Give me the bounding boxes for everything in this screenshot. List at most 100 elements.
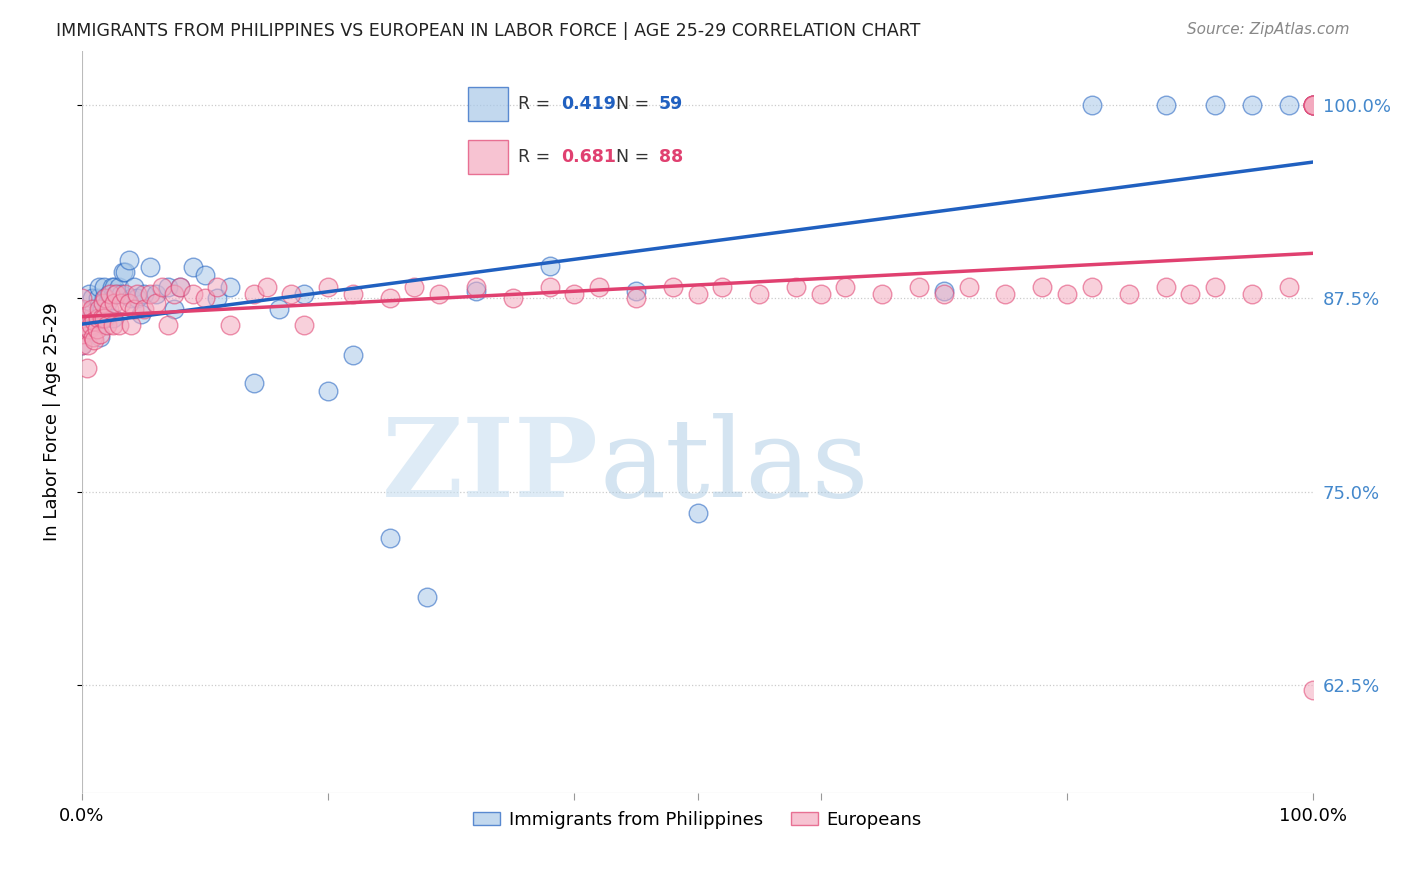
Point — [169, 280, 191, 294]
Point — [114, 286, 136, 301]
Point — [94, 311, 117, 326]
Point — [145, 296, 167, 310]
Point — [91, 296, 114, 310]
Point — [686, 506, 709, 520]
Point — [316, 280, 339, 294]
Point — [748, 286, 770, 301]
Point — [127, 291, 149, 305]
Point — [785, 280, 807, 294]
Point — [122, 301, 145, 316]
Point — [194, 291, 217, 305]
Point — [118, 296, 141, 310]
Point — [1204, 98, 1226, 112]
Point — [538, 259, 561, 273]
Point — [465, 284, 488, 298]
Text: ZIP: ZIP — [382, 413, 599, 520]
Point — [624, 291, 647, 305]
Point — [77, 322, 100, 336]
Point — [98, 301, 121, 316]
Point — [111, 265, 134, 279]
Point — [105, 286, 128, 301]
Point — [138, 260, 160, 275]
Point — [872, 286, 894, 301]
Point — [1302, 98, 1324, 112]
Point — [76, 360, 98, 375]
Point — [834, 280, 856, 294]
Point — [957, 280, 980, 294]
Point — [1302, 98, 1324, 112]
Point — [94, 291, 117, 305]
Point — [79, 318, 101, 332]
Point — [1278, 98, 1301, 112]
Point — [93, 280, 115, 294]
Point — [810, 286, 832, 301]
Point — [70, 318, 93, 332]
Point — [70, 291, 93, 305]
Point — [908, 280, 931, 294]
Point — [122, 280, 145, 294]
Point — [70, 311, 93, 326]
Point — [70, 326, 93, 341]
Point — [87, 311, 110, 326]
Point — [1302, 98, 1324, 112]
Point — [70, 301, 93, 316]
Legend: Immigrants from Philippines, Europeans: Immigrants from Philippines, Europeans — [465, 804, 929, 837]
Text: Source: ZipAtlas.com: Source: ZipAtlas.com — [1187, 22, 1350, 37]
Point — [1118, 286, 1140, 301]
Point — [427, 286, 450, 301]
Point — [79, 311, 101, 326]
Point — [132, 301, 155, 316]
Point — [89, 280, 111, 294]
Point — [564, 286, 586, 301]
Point — [1240, 286, 1263, 301]
Point — [105, 286, 128, 301]
Point — [624, 284, 647, 298]
Point — [207, 291, 229, 305]
Point — [163, 286, 186, 301]
Point — [181, 260, 204, 275]
Point — [662, 280, 685, 294]
Point — [120, 291, 142, 305]
Point — [711, 280, 734, 294]
Point — [132, 286, 155, 301]
Point — [77, 337, 100, 351]
Point — [86, 322, 108, 336]
Point — [1302, 98, 1324, 112]
Point — [90, 301, 112, 316]
Point — [686, 286, 709, 301]
Point — [89, 326, 111, 341]
Point — [256, 280, 278, 294]
Point — [129, 307, 152, 321]
Point — [110, 286, 132, 301]
Point — [80, 291, 103, 305]
Text: IMMIGRANTS FROM PHILIPPINES VS EUROPEAN IN LABOR FORCE | AGE 25-29 CORRELATION C: IMMIGRANTS FROM PHILIPPINES VS EUROPEAN … — [56, 22, 921, 40]
Point — [96, 296, 118, 310]
Point — [267, 301, 290, 316]
Point — [157, 280, 180, 294]
Point — [103, 280, 125, 294]
Point — [145, 286, 167, 301]
Point — [1056, 286, 1078, 301]
Point — [243, 376, 266, 391]
Point — [342, 286, 364, 301]
Point — [118, 252, 141, 267]
Point — [89, 301, 111, 316]
Point — [1031, 280, 1053, 294]
Point — [932, 286, 955, 301]
Point — [101, 318, 124, 332]
Point — [218, 280, 240, 294]
Text: atlas: atlas — [599, 413, 869, 520]
Point — [108, 318, 131, 332]
Point — [207, 280, 229, 294]
Point — [169, 280, 191, 294]
Point — [150, 280, 173, 294]
Point — [1278, 280, 1301, 294]
Point — [404, 280, 426, 294]
Point — [98, 286, 121, 301]
Point — [70, 337, 93, 351]
Point — [1178, 286, 1201, 301]
Point — [138, 286, 160, 301]
Point — [316, 384, 339, 398]
Point — [243, 286, 266, 301]
Point — [86, 318, 108, 332]
